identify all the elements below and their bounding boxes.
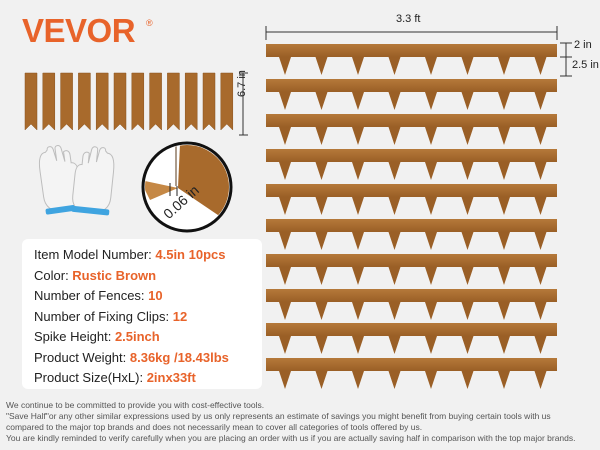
- registered-mark: ®: [146, 18, 153, 28]
- spec-label: Product Weight:: [34, 349, 130, 365]
- length-dimension-line: [265, 26, 558, 40]
- spike-label: 2.5 in: [572, 59, 599, 71]
- fence-panel: [266, 323, 557, 354]
- spec-label: Item Model Number:: [34, 247, 156, 262]
- fixing-clip: [24, 72, 38, 131]
- thickness-magnifier-icon: [141, 141, 233, 233]
- fixing-clip: [149, 72, 162, 131]
- spec-value: 2inx33ft: [146, 370, 196, 385]
- spec-row: Product Size(HxL): 2inx33ft: [34, 370, 196, 385]
- gloves-icon: [38, 145, 115, 216]
- fixing-clip: [42, 72, 56, 131]
- fence-panel: [266, 44, 557, 75]
- spec-value: Rustic Brown: [72, 267, 157, 283]
- spec-value: 4.5in 10pcs: [155, 247, 226, 262]
- fixing-clip: [78, 72, 91, 131]
- spec-row: Color: Rustic Brown: [34, 268, 156, 283]
- clip-length-label: 6.7 in: [236, 70, 248, 97]
- spec-row: Item Model Number: 4.5in 10pcs: [34, 247, 225, 262]
- spec-label: Spike Height:: [34, 329, 115, 344]
- spec-value: 10: [148, 288, 163, 303]
- spec-label: Number of Fixing Clips:: [34, 308, 173, 324]
- spec-label: Number of Fences:: [34, 288, 149, 303]
- spec-row: Product Weight: 8.36kg /18.43lbs: [34, 350, 229, 365]
- fixing-clip: [167, 72, 180, 131]
- fixing-clip: [184, 72, 198, 131]
- fence-panel: [266, 149, 557, 180]
- fence-panel: [266, 184, 557, 215]
- fence-panel: [266, 79, 557, 110]
- fixing-clip: [131, 72, 145, 131]
- fixing-clips: [24, 72, 234, 131]
- fence-panels: [266, 44, 557, 389]
- disclaimer-line: We continue to be committed to provide y…: [6, 400, 265, 410]
- disclaimer-line: compared to the major top brands and doe…: [6, 422, 423, 432]
- fixing-clip: [113, 72, 127, 131]
- clip-length-dimension: [239, 72, 248, 136]
- disclaimer-line: "Save Half"or any other similar expressi…: [6, 411, 551, 421]
- disclaimer-line: You are kindly reminded to verify carefu…: [6, 433, 576, 443]
- spec-label: Color:: [34, 267, 73, 283]
- height-label: 2 in: [574, 39, 592, 51]
- height-dimension-line: [560, 42, 572, 77]
- length-label: 3.3 ft: [396, 13, 421, 25]
- spec-row: Spike Height: 2.5inch: [34, 329, 160, 344]
- fence-panel: [266, 289, 557, 320]
- fixing-clip: [60, 72, 73, 131]
- fence-panel: [266, 254, 557, 285]
- fixing-clip: [202, 72, 216, 131]
- fixing-clip: [220, 72, 234, 131]
- spec-label: Product Size(HxL):: [34, 370, 147, 385]
- spec-value: 12: [172, 308, 188, 324]
- spec-value: 8.36kg /18.43lbs: [129, 349, 229, 365]
- fence-panel: [266, 358, 557, 389]
- spec-value: 2.5inch: [114, 329, 160, 344]
- fixing-clip: [95, 72, 109, 131]
- fence-panel: [266, 114, 557, 145]
- spec-row: Number of Fences: 10: [34, 288, 163, 303]
- spec-panel: Item Model Number: 4.5in 10pcs Color: Rus…: [22, 239, 262, 389]
- spec-row: Number of Fixing Clips: 12: [34, 309, 187, 324]
- brand-logo: VEVOR: [22, 12, 136, 49]
- fence-panel: [266, 219, 557, 250]
